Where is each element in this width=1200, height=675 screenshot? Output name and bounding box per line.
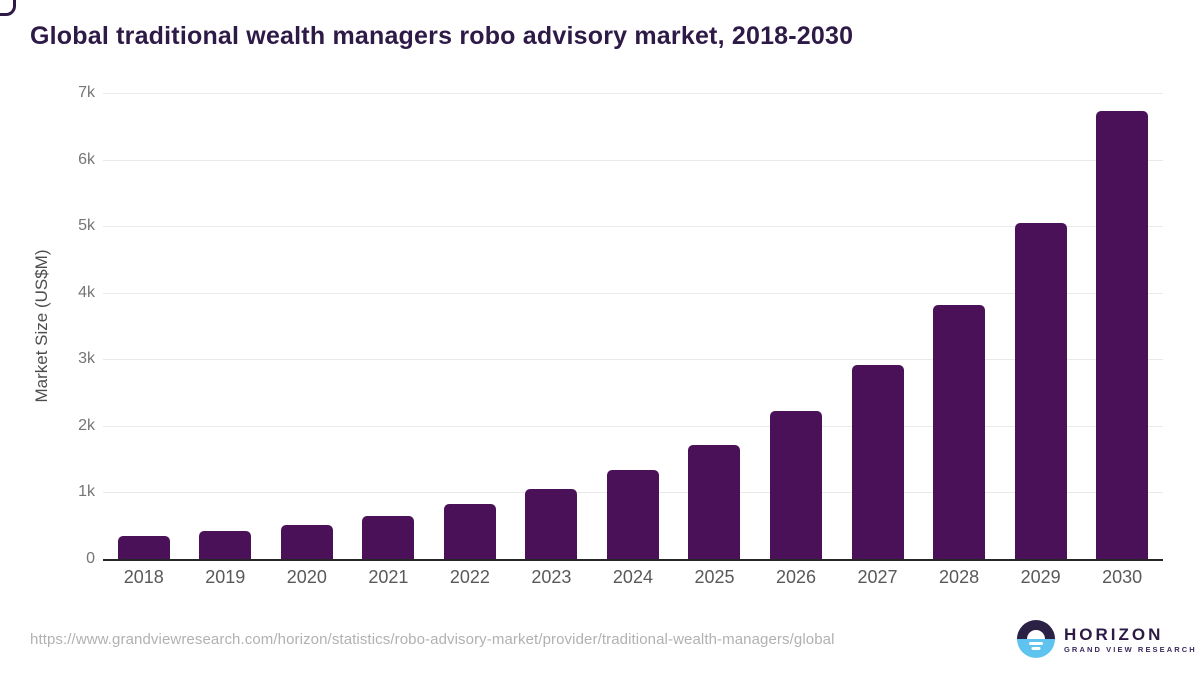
- bar-2022: [443, 504, 496, 559]
- sun-glyph: [1027, 630, 1045, 639]
- bar-2023: [525, 489, 578, 559]
- sun-reflection-dash: [1029, 642, 1043, 645]
- y-tick-0: 0: [86, 550, 95, 567]
- y-tick-6k: 6k: [78, 150, 95, 168]
- bar-2029: [1014, 222, 1067, 559]
- x-label-2027: 2027: [857, 567, 898, 587]
- x-label-2026: 2026: [775, 567, 817, 587]
- bar-slot-2020: [266, 93, 348, 559]
- gridline-2000: [103, 425, 1163, 427]
- y-tick-2k: 2k: [78, 416, 95, 434]
- x-label-2024: 2024: [612, 567, 653, 587]
- bar-slot-2025: [674, 93, 756, 559]
- y-tick-7k: 7k: [78, 84, 95, 101]
- x-label-2019: 2019: [205, 567, 246, 587]
- gridline-6000: [103, 159, 1163, 161]
- x-axis-labels: 2018 2019 2020 2021 2022 2023 2024 2025 2026 2027…: [103, 567, 1163, 588]
- gridline-3000: [103, 359, 1163, 361]
- bar-2020: [280, 525, 333, 559]
- bar-2027: [851, 364, 904, 559]
- bar-slot-2027: [837, 93, 919, 559]
- bar-slot-2022: [429, 93, 511, 559]
- logo-brand: HORIZON: [1064, 624, 1164, 644]
- bar-slot-2030: [1081, 93, 1163, 559]
- bar-slot-2019: [185, 93, 267, 559]
- bar-2018: [117, 536, 170, 559]
- bar-2028: [933, 305, 986, 559]
- bar-slot-2023: [511, 93, 593, 559]
- bar-slot-2026: [755, 93, 837, 559]
- screenshot-corner-artifact: [0, 0, 16, 16]
- bar-2019: [199, 530, 252, 559]
- gridline-5000: [103, 226, 1163, 228]
- x-label-2023: 2023: [531, 567, 572, 587]
- bar-series: [103, 93, 1163, 559]
- y-tick-5k: 5k: [78, 217, 95, 235]
- x-label-2025: 2025: [694, 567, 735, 587]
- bar-2030: [1096, 111, 1149, 559]
- chart-title: Global traditional wealth managers robo …: [30, 22, 854, 50]
- x-label-2028: 2028: [939, 567, 980, 587]
- y-tick-4k: 4k: [78, 283, 95, 301]
- x-label-2029: 2029: [1020, 567, 1061, 587]
- x-label-2018: 2018: [123, 567, 164, 587]
- x-label-2020: 2020: [286, 567, 327, 587]
- gridline-4000: [103, 292, 1163, 294]
- y-tick-3k: 3k: [78, 350, 95, 368]
- y-axis-title: Market Size (US$M): [32, 249, 51, 403]
- horizon-sun-icon: [1017, 620, 1055, 658]
- bar-2021: [362, 515, 415, 559]
- y-tick-1k: 1k: [78, 483, 95, 501]
- bar-slot-2024: [592, 93, 674, 559]
- bar-slot-2028: [918, 93, 1000, 559]
- gridline-7000: [103, 93, 1163, 94]
- x-label-2021: 2021: [368, 567, 409, 587]
- x-label-2022: 2022: [449, 567, 490, 587]
- horizon-logo: HORIZON GRAND VIEW RESEARCH: [1017, 620, 1197, 658]
- bar-2024: [606, 469, 659, 559]
- logo-text: HORIZON GRAND VIEW RESEARCH: [1064, 625, 1197, 654]
- bar-slot-2018: [103, 93, 185, 559]
- plot-area: [103, 93, 1163, 561]
- x-label-2030: 2030: [1102, 567, 1143, 587]
- sun-reflection-dash: [1031, 647, 1041, 650]
- bar-2026: [770, 410, 823, 559]
- source-url: https://www.grandviewresearch.com/horizo…: [30, 631, 835, 648]
- bar-slot-2021: [348, 93, 430, 559]
- bar-2025: [688, 444, 741, 559]
- bar-slot-2029: [1000, 93, 1082, 559]
- logo-subtitle: GRAND VIEW RESEARCH: [1064, 644, 1197, 654]
